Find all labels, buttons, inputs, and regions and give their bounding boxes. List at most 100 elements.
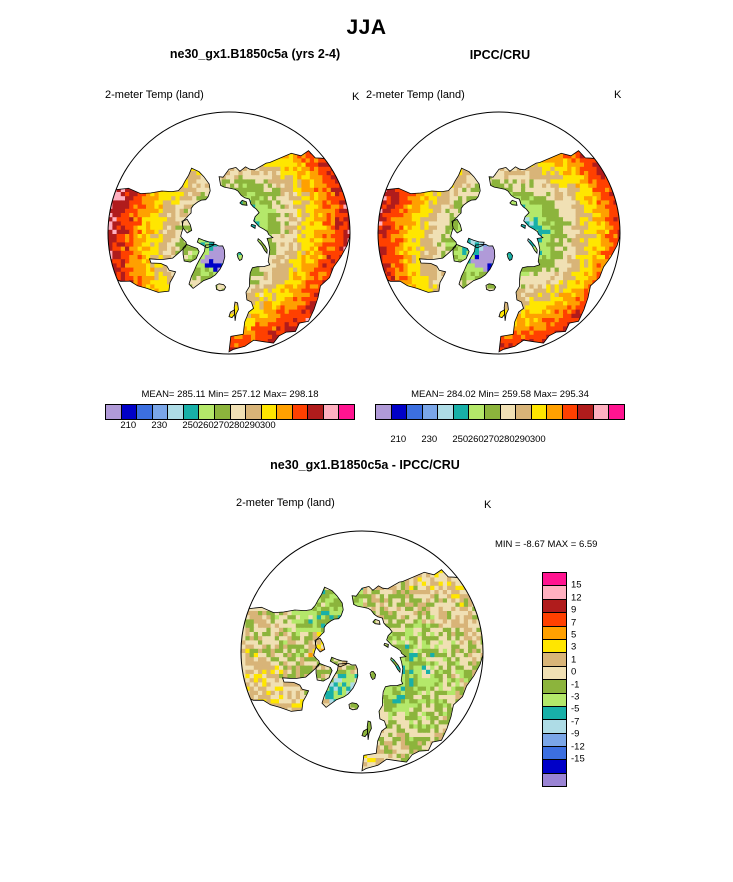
diff-map-svg (240, 530, 484, 774)
colorbar-cell-2 (137, 405, 153, 419)
coastline-severnaya (383, 642, 389, 649)
diff-colorbar-tick-1: 1 (571, 654, 577, 666)
colorbar-cell-9 (246, 405, 262, 419)
coastline-eurasia (218, 150, 350, 353)
coastline-greenland (188, 243, 226, 289)
coastline-greenland (458, 243, 496, 289)
model-statistics: MEAN= 285.11 Min= 257.12 Max= 298.18 (141, 389, 319, 400)
model-variable-label: 2-meter Temp (land) (105, 89, 204, 101)
colorbar-tick-270: 270 (483, 434, 500, 445)
coastline-nsib_is (509, 199, 518, 206)
colorbar-cell-5 (453, 405, 470, 419)
colorbar-tick-300: 300 (259, 420, 276, 431)
diff-colorbar-cell-6 (543, 653, 566, 667)
coastline-severnaya (520, 223, 526, 230)
colorbar-cell-8 (500, 405, 517, 419)
diff-colorbar-tick-12: 12 (571, 592, 582, 604)
colorbar-cell-15 (339, 405, 354, 419)
coastline-svalbard (506, 251, 514, 262)
model-polar-map (104, 108, 354, 358)
coastline-ireland (228, 309, 236, 319)
diff-colorbar-cell-4 (543, 626, 566, 640)
left-map-svg (107, 111, 351, 355)
obs-colorbar-ticks: 210 230 250 260 270 280 290 300 (375, 434, 623, 448)
diff-colorbar-tick-neg5: -5 (571, 703, 580, 715)
colorbar-tick-280: 280 (498, 434, 515, 445)
colorbar-tick-230: 230 (151, 420, 168, 431)
coastline-baffin (452, 243, 470, 263)
diff-colorbar-cell-3 (543, 613, 566, 627)
diff-colorbar-cell-7 (543, 666, 566, 681)
coastline-greenland (321, 662, 359, 708)
coastline-ellesmere (196, 237, 215, 249)
colorbar-cell-6 (199, 405, 215, 419)
diff-colorbar-cell-11 (543, 720, 566, 734)
season-title: JJA (346, 16, 387, 39)
model-colorbar (105, 404, 355, 420)
diff-colorbar-cell-5 (543, 639, 566, 654)
coastline-baffin (315, 662, 333, 682)
colorbar-cell-1 (121, 405, 138, 419)
coastline-ireland (498, 309, 506, 319)
colorbar-tick-210: 210 (390, 434, 407, 445)
difference-colorbar-ticks: 15 12 9 7 5 3 1 0 -1 -3 -5 -7 -9 -12 -15 (567, 572, 607, 770)
coastline-eurasia (488, 150, 620, 353)
obs-variable-label: 2-meter Temp (land) (366, 89, 465, 101)
colorbar-cell-7 (214, 405, 231, 419)
colorbar-cell-10 (261, 405, 278, 419)
diff-colorbar-tick-neg12: -12 (571, 741, 585, 753)
diff-colorbar-cell-15 (543, 773, 566, 787)
colorbar-cell-0 (376, 405, 392, 419)
coastline-nsib_is (372, 618, 381, 625)
colorbar-tick-260: 260 (467, 434, 484, 445)
obs-unit-label: K (614, 89, 622, 101)
diff-colorbar-cell-14 (543, 760, 566, 774)
colorbar-cell-14 (593, 405, 610, 419)
colorbar-cell-4 (438, 405, 454, 419)
coastline-baffin (182, 243, 200, 263)
colorbar-cell-2 (407, 405, 423, 419)
diff-colorbar-cell-0 (543, 573, 566, 587)
coastline-novaya (257, 237, 268, 255)
colorbar-tick-250: 250 (182, 420, 199, 431)
colorbar-tick-210: 210 (120, 420, 137, 431)
colorbar-tick-280: 280 (228, 420, 245, 431)
diff-colorbar-tick-neg9: -9 (571, 728, 580, 740)
diff-colorbar-tick-neg3: -3 (571, 691, 580, 703)
colorbar-cell-13 (308, 405, 324, 419)
colorbar-cell-7 (484, 405, 501, 419)
coastline-iceland (485, 283, 497, 292)
colorbar-cell-3 (422, 405, 439, 419)
difference-colorbar-container: 15 12 9 7 5 3 1 0 -1 -3 -5 -7 -9 -12 -15 (542, 572, 585, 788)
difference-statistics: MIN = -8.67 MAX = 6.59 (495, 539, 598, 550)
colorbar-cell-15 (609, 405, 624, 419)
colorbar-cell-14 (323, 405, 340, 419)
diff-colorbar-cell-13 (543, 747, 566, 761)
coastline-novaya (390, 656, 401, 674)
colorbar-cell-10 (531, 405, 548, 419)
difference-panel-title: ne30_gx1.B1850c5a - IPCC/CRU (270, 458, 460, 472)
coastline-ellesmere (329, 656, 348, 668)
right-map-svg (377, 111, 621, 355)
diff-colorbar-cell-2 (543, 599, 566, 614)
colorbar-cell-4 (168, 405, 184, 419)
colorbar-cell-3 (152, 405, 169, 419)
coastline-victoria (181, 218, 193, 234)
difference-colorbar (542, 572, 567, 788)
colorbar-cell-9 (516, 405, 532, 419)
model-colorbar-ticks: 210 230 250 260 270 280 290 300 (105, 420, 353, 434)
colorbar-tick-290: 290 (244, 420, 261, 431)
obs-statistics: MEAN= 284.02 Min= 259.58 Max= 295.34 (411, 389, 589, 400)
colorbar-tick-270: 270 (213, 420, 230, 431)
diff-colorbar-cell-9 (543, 693, 566, 707)
model-panel-title: ne30_gx1.B1850c5a (yrs 2-4) (169, 47, 341, 61)
colorbar-tick-230: 230 (421, 434, 438, 445)
diff-colorbar-tick-9: 9 (571, 604, 577, 616)
diff-colorbar-cell-10 (543, 706, 566, 721)
diff-colorbar-tick-neg15: -15 (571, 753, 585, 765)
colorbar-tick-290: 290 (514, 434, 531, 445)
colorbar-cell-13 (578, 405, 594, 419)
coastline-iceland (215, 283, 227, 292)
obs-panel-title: IPCC/CRU (469, 48, 531, 62)
model-unit-label: K (352, 91, 360, 103)
